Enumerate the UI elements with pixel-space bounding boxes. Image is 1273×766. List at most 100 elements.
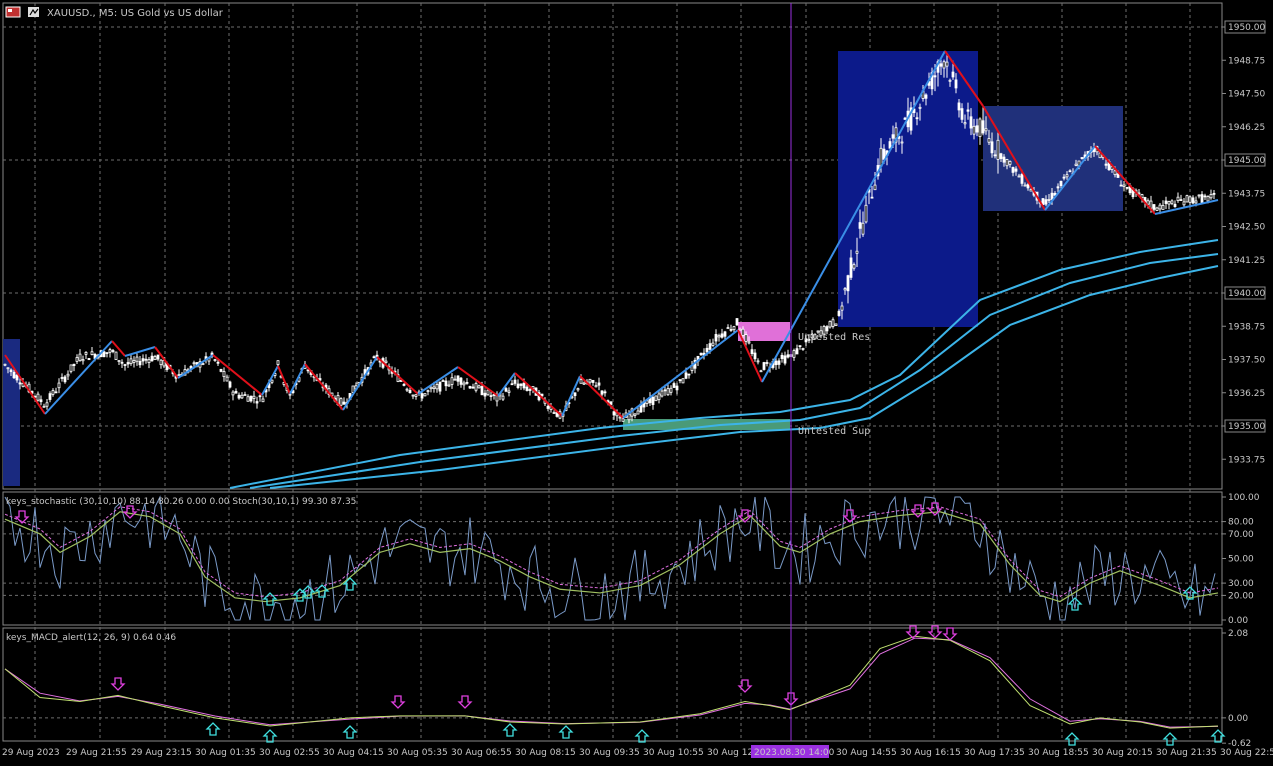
candle-body xyxy=(1119,184,1123,187)
candle-body xyxy=(513,379,517,384)
candle-body xyxy=(597,382,601,386)
candle-body xyxy=(852,264,856,269)
candle-body xyxy=(669,387,673,393)
candle-body xyxy=(504,388,508,392)
zigzag-down-leg xyxy=(304,363,344,411)
macd-main-line xyxy=(4,635,1219,729)
candle-body xyxy=(1179,199,1183,201)
cursor-time-box xyxy=(751,745,829,758)
candle-body xyxy=(243,394,247,396)
candle-body xyxy=(60,377,64,379)
candle-body xyxy=(132,360,136,363)
price-axis-label: 1940.00 xyxy=(1228,289,1265,299)
ma-upper xyxy=(229,239,1219,489)
candle-body xyxy=(960,108,964,120)
stochastic-title: keys_stochastic (30,10,10) 88.14 80.26 0… xyxy=(6,497,356,507)
stoch-sell-arrow-icon xyxy=(842,509,858,523)
candle-body xyxy=(636,410,640,415)
zigzag-up-leg xyxy=(761,50,946,383)
candle-body xyxy=(228,381,232,388)
zigzag-up-leg xyxy=(261,365,279,396)
price-box xyxy=(1224,286,1266,300)
candle-body xyxy=(720,333,724,338)
candle-body xyxy=(864,204,868,223)
candle-body xyxy=(756,360,760,363)
candle-body xyxy=(63,376,67,383)
candle-body xyxy=(270,379,274,383)
price-axis-label: 1946.25 xyxy=(1228,123,1265,133)
candle-body xyxy=(54,391,58,394)
candle-body xyxy=(1140,194,1144,199)
candle-body xyxy=(405,388,409,391)
stoch-buy-arrow-icon xyxy=(1182,586,1198,600)
candle-body xyxy=(6,367,10,370)
supply-zone-primary xyxy=(838,51,978,327)
stoch-axis-label: 0.00 xyxy=(1228,616,1248,626)
candle-body xyxy=(57,382,61,389)
candle-body xyxy=(792,350,796,358)
flag-icon-detail xyxy=(8,9,12,12)
zigzag-up-leg xyxy=(497,372,516,397)
left-zone xyxy=(3,339,20,486)
candle-body xyxy=(138,360,142,366)
candle-body xyxy=(102,351,106,358)
candle-body xyxy=(87,358,91,361)
candle-body xyxy=(480,386,484,396)
chart-type-icon-glyph xyxy=(29,8,39,16)
candle-body xyxy=(1014,168,1018,172)
candle-body xyxy=(468,386,472,389)
candle-body xyxy=(477,385,481,389)
stoch-raw-line xyxy=(4,495,1216,621)
candle-body xyxy=(1047,198,1051,201)
macd-axis-label: 0.00 xyxy=(1228,714,1248,724)
symbol-title: XAUUSD., M5: US Gold vs US dollar xyxy=(47,8,224,19)
candle-body xyxy=(996,139,1000,160)
candle-body xyxy=(591,379,595,383)
candle-body xyxy=(1017,175,1021,178)
price-box xyxy=(1224,153,1266,167)
candle-body xyxy=(441,380,445,382)
candle-body xyxy=(708,343,712,350)
candle-body xyxy=(66,373,70,377)
candle-body xyxy=(816,330,820,333)
candle-body xyxy=(975,125,979,133)
candle-body xyxy=(780,354,784,359)
price-axis-label: 1935.00 xyxy=(1228,422,1265,432)
stoch-axis-label: 80.00 xyxy=(1228,518,1254,528)
candle-body xyxy=(81,359,85,362)
macd-buy-arrow-icon xyxy=(262,729,278,743)
candle-body xyxy=(465,382,469,384)
stoch-axis-label: 20.00 xyxy=(1228,591,1254,601)
zigzag-up-leg xyxy=(44,340,113,415)
candle-body xyxy=(1020,174,1024,184)
candle-body xyxy=(933,75,937,78)
candle-body xyxy=(69,364,73,372)
price-axes: 1950.00 1948.75 1947.50 1946.25 1945.00 1943.… xyxy=(1222,20,1266,749)
candle-body xyxy=(699,352,703,356)
time-axis-label: 30 Aug 17:35 xyxy=(964,748,1025,758)
candle-body xyxy=(1188,196,1192,203)
time-axis-label: 30 Aug 09:35 xyxy=(579,748,640,758)
candle-body xyxy=(1002,156,1006,163)
candle-body xyxy=(546,405,550,409)
stoch-buy-arrow-icon xyxy=(314,584,330,598)
candle-body xyxy=(1203,195,1207,198)
candle-body xyxy=(741,328,745,336)
candle-body xyxy=(258,395,262,398)
candle-body xyxy=(450,377,454,385)
price-box xyxy=(1224,20,1266,34)
candle-body xyxy=(840,305,844,311)
grid-lines xyxy=(3,3,1222,741)
candle-body xyxy=(159,359,163,366)
candle-body xyxy=(966,109,970,112)
candle-body xyxy=(939,63,943,67)
candle-body xyxy=(873,184,877,191)
macd-lines xyxy=(4,635,1219,729)
chart-type-icon[interactable] xyxy=(28,7,39,17)
candle-body xyxy=(849,257,853,278)
candle-body xyxy=(483,392,487,397)
price-axis-label: 1950.00 xyxy=(1228,23,1265,33)
candle-body xyxy=(1191,197,1195,204)
